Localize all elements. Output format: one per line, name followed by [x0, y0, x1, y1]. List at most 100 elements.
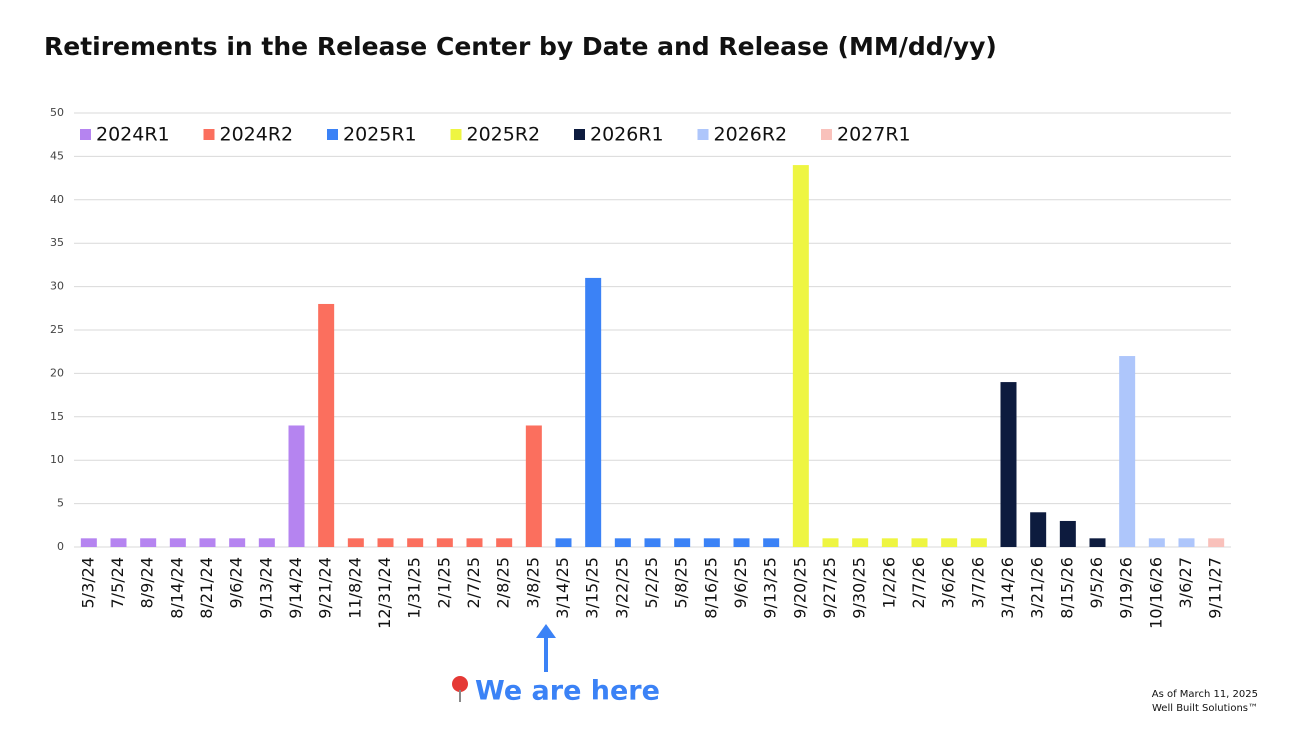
- x-tick-label: 9/11/27: [1206, 557, 1225, 619]
- bar: [466, 538, 483, 547]
- bar: [941, 538, 958, 547]
- x-tick-label: 3/14/25: [553, 557, 572, 619]
- annotation: We are here: [475, 676, 660, 707]
- bar: [110, 538, 127, 547]
- x-tick-label: 9/19/26: [1117, 557, 1136, 619]
- footnote: Well Built Solutions™: [1152, 703, 1258, 714]
- legend-label: 2025R2: [467, 124, 541, 146]
- x-tick-label: 2/7/26: [909, 557, 928, 609]
- bar: [288, 425, 305, 547]
- x-tick-label: 9/30/25: [850, 557, 869, 619]
- x-tick-label: 9/20/25: [790, 557, 809, 619]
- x-tick-label: 3/6/27: [1176, 557, 1195, 609]
- bar: [1119, 356, 1136, 547]
- x-tick-label: 10/16/26: [1146, 557, 1165, 629]
- x-tick-label: 8/16/25: [701, 557, 720, 619]
- y-tick-label: 50: [50, 106, 64, 119]
- bar: [970, 538, 987, 547]
- y-tick-label: 45: [50, 149, 64, 162]
- x-tick-label: 11/8/24: [345, 557, 364, 619]
- x-tick-label: 9/13/24: [256, 557, 275, 619]
- x-tick-label: 7/5/24: [108, 557, 127, 609]
- bar: [585, 277, 602, 547]
- bar: [1208, 538, 1225, 547]
- bar: [1148, 538, 1165, 547]
- legend-swatch: [203, 129, 215, 140]
- bar: [436, 538, 453, 547]
- legend-swatch: [327, 129, 338, 140]
- x-tick-label: 9/6/24: [227, 557, 246, 609]
- bar: [674, 538, 691, 547]
- x-tick-label: 1/2/26: [879, 557, 898, 609]
- legend-swatch: [821, 129, 832, 140]
- x-tick-label: 9/21/24: [316, 557, 335, 619]
- x-tick-label: 8/15/26: [1057, 557, 1076, 619]
- legend-label: 2027R1: [837, 124, 911, 146]
- x-tick-label: 2/1/25: [434, 557, 453, 609]
- legend-swatch: [80, 129, 91, 140]
- bar: [525, 425, 542, 547]
- x-tick-label: 5/3/24: [78, 557, 97, 609]
- bar: [733, 538, 750, 547]
- y-tick-label: 25: [50, 323, 64, 336]
- bar: [1030, 512, 1047, 547]
- legend-swatch: [450, 129, 462, 140]
- y-tick-label: 0: [57, 540, 64, 553]
- y-tick-label: 15: [50, 410, 64, 423]
- bar: [614, 538, 631, 547]
- legend-label: 2025R1: [343, 124, 417, 146]
- bar: [496, 538, 513, 547]
- footnote: As of March 11, 2025: [1152, 689, 1258, 700]
- x-tick-label: 3/14/26: [998, 557, 1017, 619]
- bar: [318, 303, 335, 547]
- bar: [347, 538, 364, 547]
- x-tick-label: 8/9/24: [138, 557, 157, 609]
- y-tick-label: 5: [57, 497, 64, 510]
- bar: [763, 538, 780, 547]
- x-tick-label: 3/6/26: [939, 557, 958, 609]
- y-tick-label: 40: [50, 193, 64, 206]
- x-tick-label: 2/7/25: [464, 557, 483, 609]
- x-tick-label: 5/8/25: [672, 557, 691, 609]
- bar: [407, 538, 424, 547]
- x-tick-label: 1/31/25: [405, 557, 424, 619]
- y-tick-label: 20: [50, 366, 64, 379]
- pin-icon: [452, 676, 468, 692]
- x-tick-label: 3/7/26: [968, 557, 987, 609]
- x-tick-label: 2/8/25: [494, 557, 513, 609]
- bar: [1059, 520, 1076, 547]
- bar: [1000, 382, 1017, 547]
- x-tick-label: 3/21/26: [1028, 557, 1047, 619]
- legend-label: 2024R1: [96, 124, 170, 146]
- x-tick-label: 3/22/25: [612, 557, 631, 619]
- x-tick-label: 9/5/26: [1087, 557, 1106, 609]
- bar: [1178, 538, 1195, 547]
- legend-swatch: [697, 129, 709, 140]
- bar: [169, 538, 186, 547]
- x-tick-label: 3/8/25: [523, 557, 542, 609]
- bar: [881, 538, 898, 547]
- chart-title: Retirements in the Release Center by Dat…: [44, 32, 997, 61]
- bar: [822, 538, 839, 547]
- bar: [555, 538, 572, 547]
- x-tick-label: 9/14/24: [286, 557, 305, 619]
- legend-label: 2024R2: [220, 124, 294, 146]
- bar: [140, 538, 157, 547]
- bar: [703, 538, 720, 547]
- bar: [258, 538, 275, 547]
- bar: [199, 538, 216, 547]
- arrow-head: [536, 624, 556, 638]
- x-tick-label: 12/31/24: [375, 557, 394, 629]
- bar: [911, 538, 928, 547]
- x-tick-label: 5/2/25: [642, 557, 661, 609]
- legend-label: 2026R1: [590, 124, 664, 146]
- legend-swatch: [574, 129, 585, 140]
- bar: [644, 538, 661, 547]
- bar: [80, 538, 97, 547]
- y-tick-label: 35: [50, 236, 64, 249]
- x-tick-label: 9/27/25: [820, 557, 839, 619]
- y-tick-label: 30: [50, 280, 64, 293]
- x-tick-label: 9/6/25: [731, 557, 750, 609]
